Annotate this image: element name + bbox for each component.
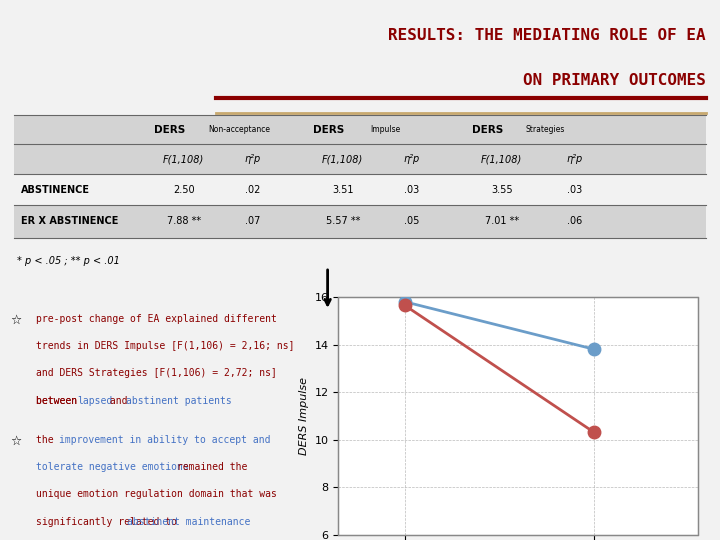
Text: ☆: ☆ (10, 314, 22, 327)
Text: RESULTS: THE MEDIATING ROLE OF EA: RESULTS: THE MEDIATING ROLE OF EA (388, 28, 706, 43)
Y-axis label: DERS Impulse: DERS Impulse (299, 377, 309, 455)
Bar (338, 297, 698, 535)
Text: F(1,108): F(1,108) (163, 154, 204, 164)
Text: Non-acceptance: Non-acceptance (208, 125, 270, 134)
Text: significantly related to: significantly related to (36, 517, 183, 527)
Text: 3.51: 3.51 (332, 185, 354, 195)
Text: between: between (36, 396, 83, 406)
Text: * p < .05 ; ** p < .01: * p < .05 ; ** p < .01 (17, 255, 120, 266)
Text: and DERS Strategies [F(1,106) = 2,72; ns]: and DERS Strategies [F(1,106) = 2,72; ns… (36, 368, 276, 379)
Text: tolerate negative emotions: tolerate negative emotions (36, 462, 189, 472)
Text: .06: .06 (567, 217, 582, 226)
Text: F(1,108): F(1,108) (322, 154, 364, 164)
Text: DERS: DERS (313, 125, 345, 134)
Text: .03: .03 (567, 185, 582, 195)
Text: η²p: η²p (245, 154, 261, 164)
Text: η²p: η²p (404, 154, 420, 164)
Text: lapsed: lapsed (77, 396, 112, 406)
Text: and: and (104, 396, 133, 406)
Text: ☆: ☆ (10, 435, 22, 448)
Text: unique emotion regulation domain that was: unique emotion regulation domain that wa… (36, 489, 276, 500)
Text: 7.01 **: 7.01 ** (485, 217, 518, 226)
Text: abstinent patients: abstinent patients (126, 396, 232, 406)
Text: DERS: DERS (472, 125, 503, 134)
Text: ON PRIMARY OUTCOMES: ON PRIMARY OUTCOMES (523, 73, 706, 88)
Text: 5.57 **: 5.57 ** (325, 217, 360, 226)
Text: 3.55: 3.55 (491, 185, 513, 195)
Bar (14, 115, 706, 174)
Text: .05: .05 (404, 217, 420, 226)
Text: 2.50: 2.50 (173, 185, 194, 195)
Text: trends in DERS Impulse [F(1,106) = 2,16; ns]: trends in DERS Impulse [F(1,106) = 2,16;… (36, 341, 294, 351)
Text: Impulse: Impulse (370, 125, 400, 134)
Text: DERS: DERS (154, 125, 186, 134)
Text: improvement in ability to accept and: improvement in ability to accept and (60, 435, 271, 445)
Text: η²p: η²p (566, 154, 582, 164)
Text: between: between (36, 396, 83, 406)
Text: F(1,108): F(1,108) (481, 154, 522, 164)
Text: ER X ABSTINENCE: ER X ABSTINENCE (22, 217, 119, 226)
Text: remained the: remained the (171, 462, 248, 472)
Text: Strategies: Strategies (526, 125, 565, 134)
Text: ABSTINENCE: ABSTINENCE (22, 185, 90, 195)
Bar (14, 205, 706, 238)
Text: 7.88 **: 7.88 ** (167, 217, 201, 226)
Text: .02: .02 (246, 185, 261, 195)
Text: .03: .03 (404, 185, 420, 195)
Text: .07: .07 (246, 217, 261, 226)
Text: the: the (36, 435, 59, 445)
Text: abstinent maintenance: abstinent maintenance (127, 517, 251, 527)
Text: pre-post change of EA explained different: pre-post change of EA explained differen… (36, 314, 276, 323)
